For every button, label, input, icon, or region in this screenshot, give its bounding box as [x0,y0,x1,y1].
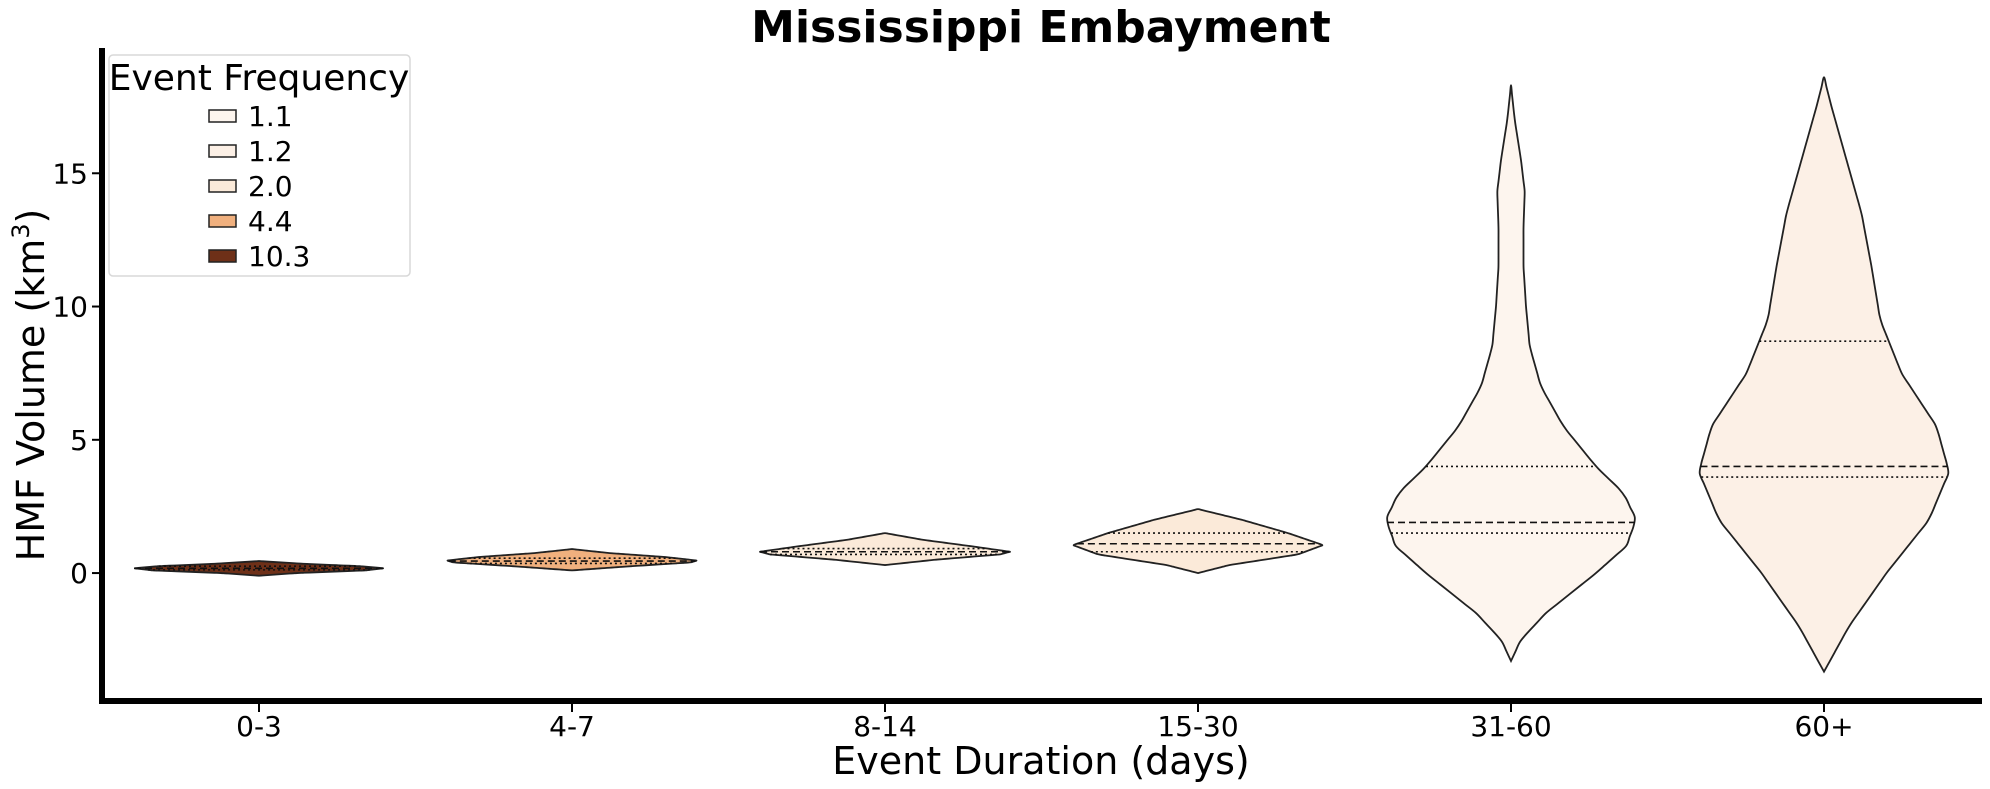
x-tick-label: 4-7 [549,710,595,743]
legend-label: 1.2 [248,135,293,168]
legend: Event Frequency 1.11.22.04.410.3 [108,54,411,277]
chart-title: Mississippi Embayment [751,2,1331,53]
legend-frame [108,54,411,277]
y-axis-label: HMF Volume (km3) [7,209,53,562]
violin-0-3 [134,560,384,577]
x-axis-label: Event Duration (days) [832,739,1249,783]
legend-entry: 1.1 [208,100,293,133]
x-tick-label: 15-30 [1157,710,1238,743]
x-tick-label: 8-14 [853,710,917,743]
violin-15-30 [1072,508,1324,575]
legend-entries: 1.11.22.04.410.3 [208,100,310,273]
legend-label: 2.0 [248,170,293,203]
legend-swatch [208,144,237,158]
y-tick-group: 0 5 10 15 [52,157,99,590]
legend-swatch [208,249,237,263]
y-axis-label-main: HMF Volume (km [9,239,53,562]
y-tick-label: 10 [52,291,88,324]
legend-label: 4.4 [248,205,293,238]
legend-entry: 4.4 [208,205,293,238]
violin-body [446,548,698,572]
legend-entry: 1.2 [208,135,293,168]
violin-body [1072,508,1324,575]
x-tick-group: 0-3 4-7 8-14 15-30 31-60 60+ [236,704,1854,743]
y-tick-label: 5 [70,424,88,457]
violin-8-14 [759,532,1011,566]
legend-swatch [208,214,237,228]
x-tick-label: 31-60 [1470,710,1551,743]
legend-entry: 10.3 [208,240,310,273]
legend-label: 10.3 [248,240,310,273]
x-tick-label: 60+ [1794,710,1853,743]
legend-swatch [208,109,237,123]
violin-group [134,76,1950,674]
legend-swatch [208,179,237,193]
y-tick-label: 0 [70,557,88,590]
y-axis-label-suffix: ) [9,209,53,224]
violin-60+ [1698,76,1950,674]
legend-entry: 2.0 [208,170,293,203]
x-tick-label: 0-3 [236,710,282,743]
legend-label: 1.1 [248,100,293,133]
legend-title: Event Frequency [109,58,410,99]
y-tick-label: 15 [52,157,88,190]
y-axis-label-superscript: 3 [7,223,35,238]
violin-31-60 [1386,84,1636,664]
violin-body [1698,76,1950,674]
violin-body [1386,84,1636,664]
violin-4-7 [446,548,698,572]
